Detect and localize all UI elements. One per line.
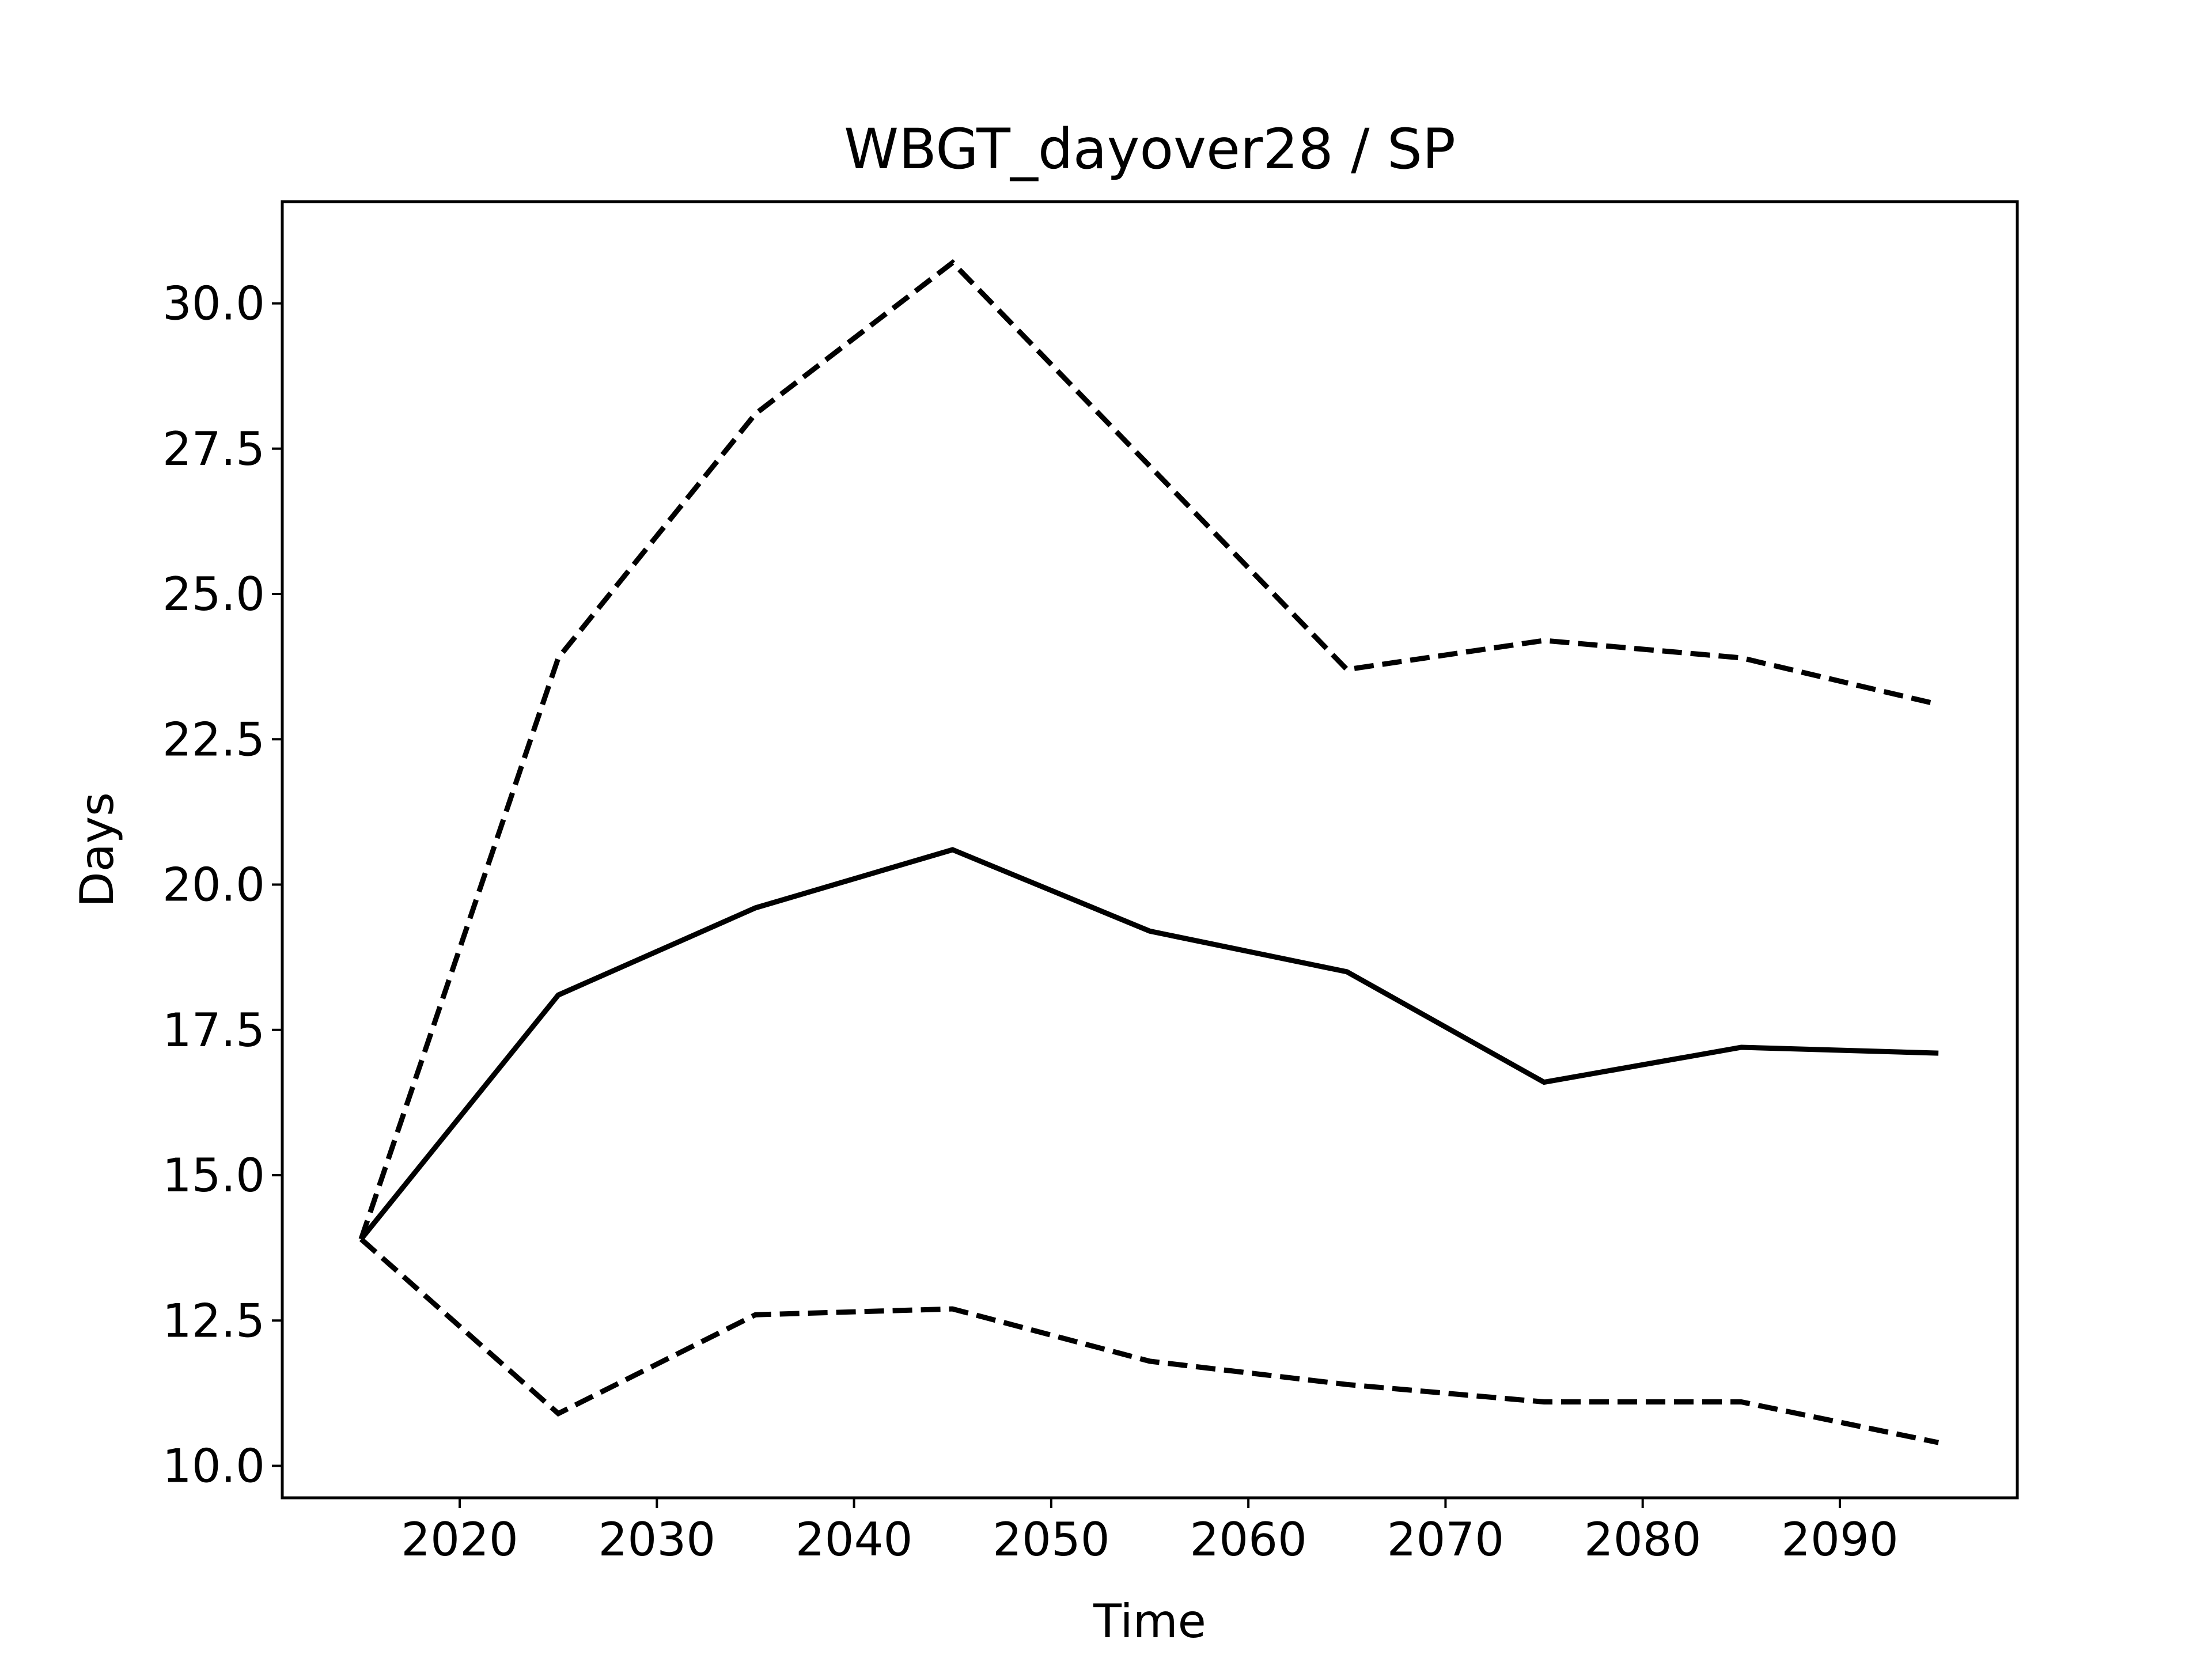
plot-area-frame bbox=[281, 200, 2019, 1500]
y-tick-label: 10.0 bbox=[162, 1440, 265, 1493]
x-tick-label: 2070 bbox=[1387, 1513, 1505, 1566]
y-tick-label: 30.0 bbox=[162, 277, 265, 331]
x-axis-label: Time bbox=[1093, 1595, 1206, 1648]
y-tick-label: 22.5 bbox=[162, 713, 265, 766]
x-tick-label: 2060 bbox=[1190, 1513, 1307, 1566]
y-axis-label: Days bbox=[70, 792, 124, 907]
series-line-upper bbox=[358, 259, 1940, 1240]
x-tick-label: 2040 bbox=[796, 1513, 913, 1566]
y-tick-label: 20.0 bbox=[162, 858, 265, 912]
series-line-lower bbox=[359, 1237, 1940, 1445]
x-tick-label: 2030 bbox=[599, 1513, 716, 1566]
series-lines bbox=[358, 259, 1940, 1445]
y-tick-label: 15.0 bbox=[162, 1149, 265, 1202]
x-tick-label: 2090 bbox=[1781, 1513, 1899, 1566]
y-axis-ticks: 10.0 12.5 15.0 17.5 20.0 22.5 25.0 27.5 30.0 bbox=[162, 277, 282, 1493]
chart-title: WBGT_dayover28 / SP bbox=[844, 117, 1456, 181]
x-tick-label: 2080 bbox=[1584, 1513, 1702, 1566]
y-tick-label: 17.5 bbox=[162, 1004, 265, 1057]
series-line-median bbox=[359, 847, 1939, 1241]
x-tick-label: 2020 bbox=[401, 1513, 518, 1566]
y-tick-label: 27.5 bbox=[162, 422, 265, 476]
x-axis-ticks: 2020 2030 2040 2050 2060 2070 2080 2090 bbox=[401, 1498, 1899, 1566]
y-tick-label: 12.5 bbox=[162, 1294, 265, 1347]
y-tick-label: 25.0 bbox=[162, 567, 265, 621]
x-tick-label: 2050 bbox=[993, 1513, 1110, 1566]
